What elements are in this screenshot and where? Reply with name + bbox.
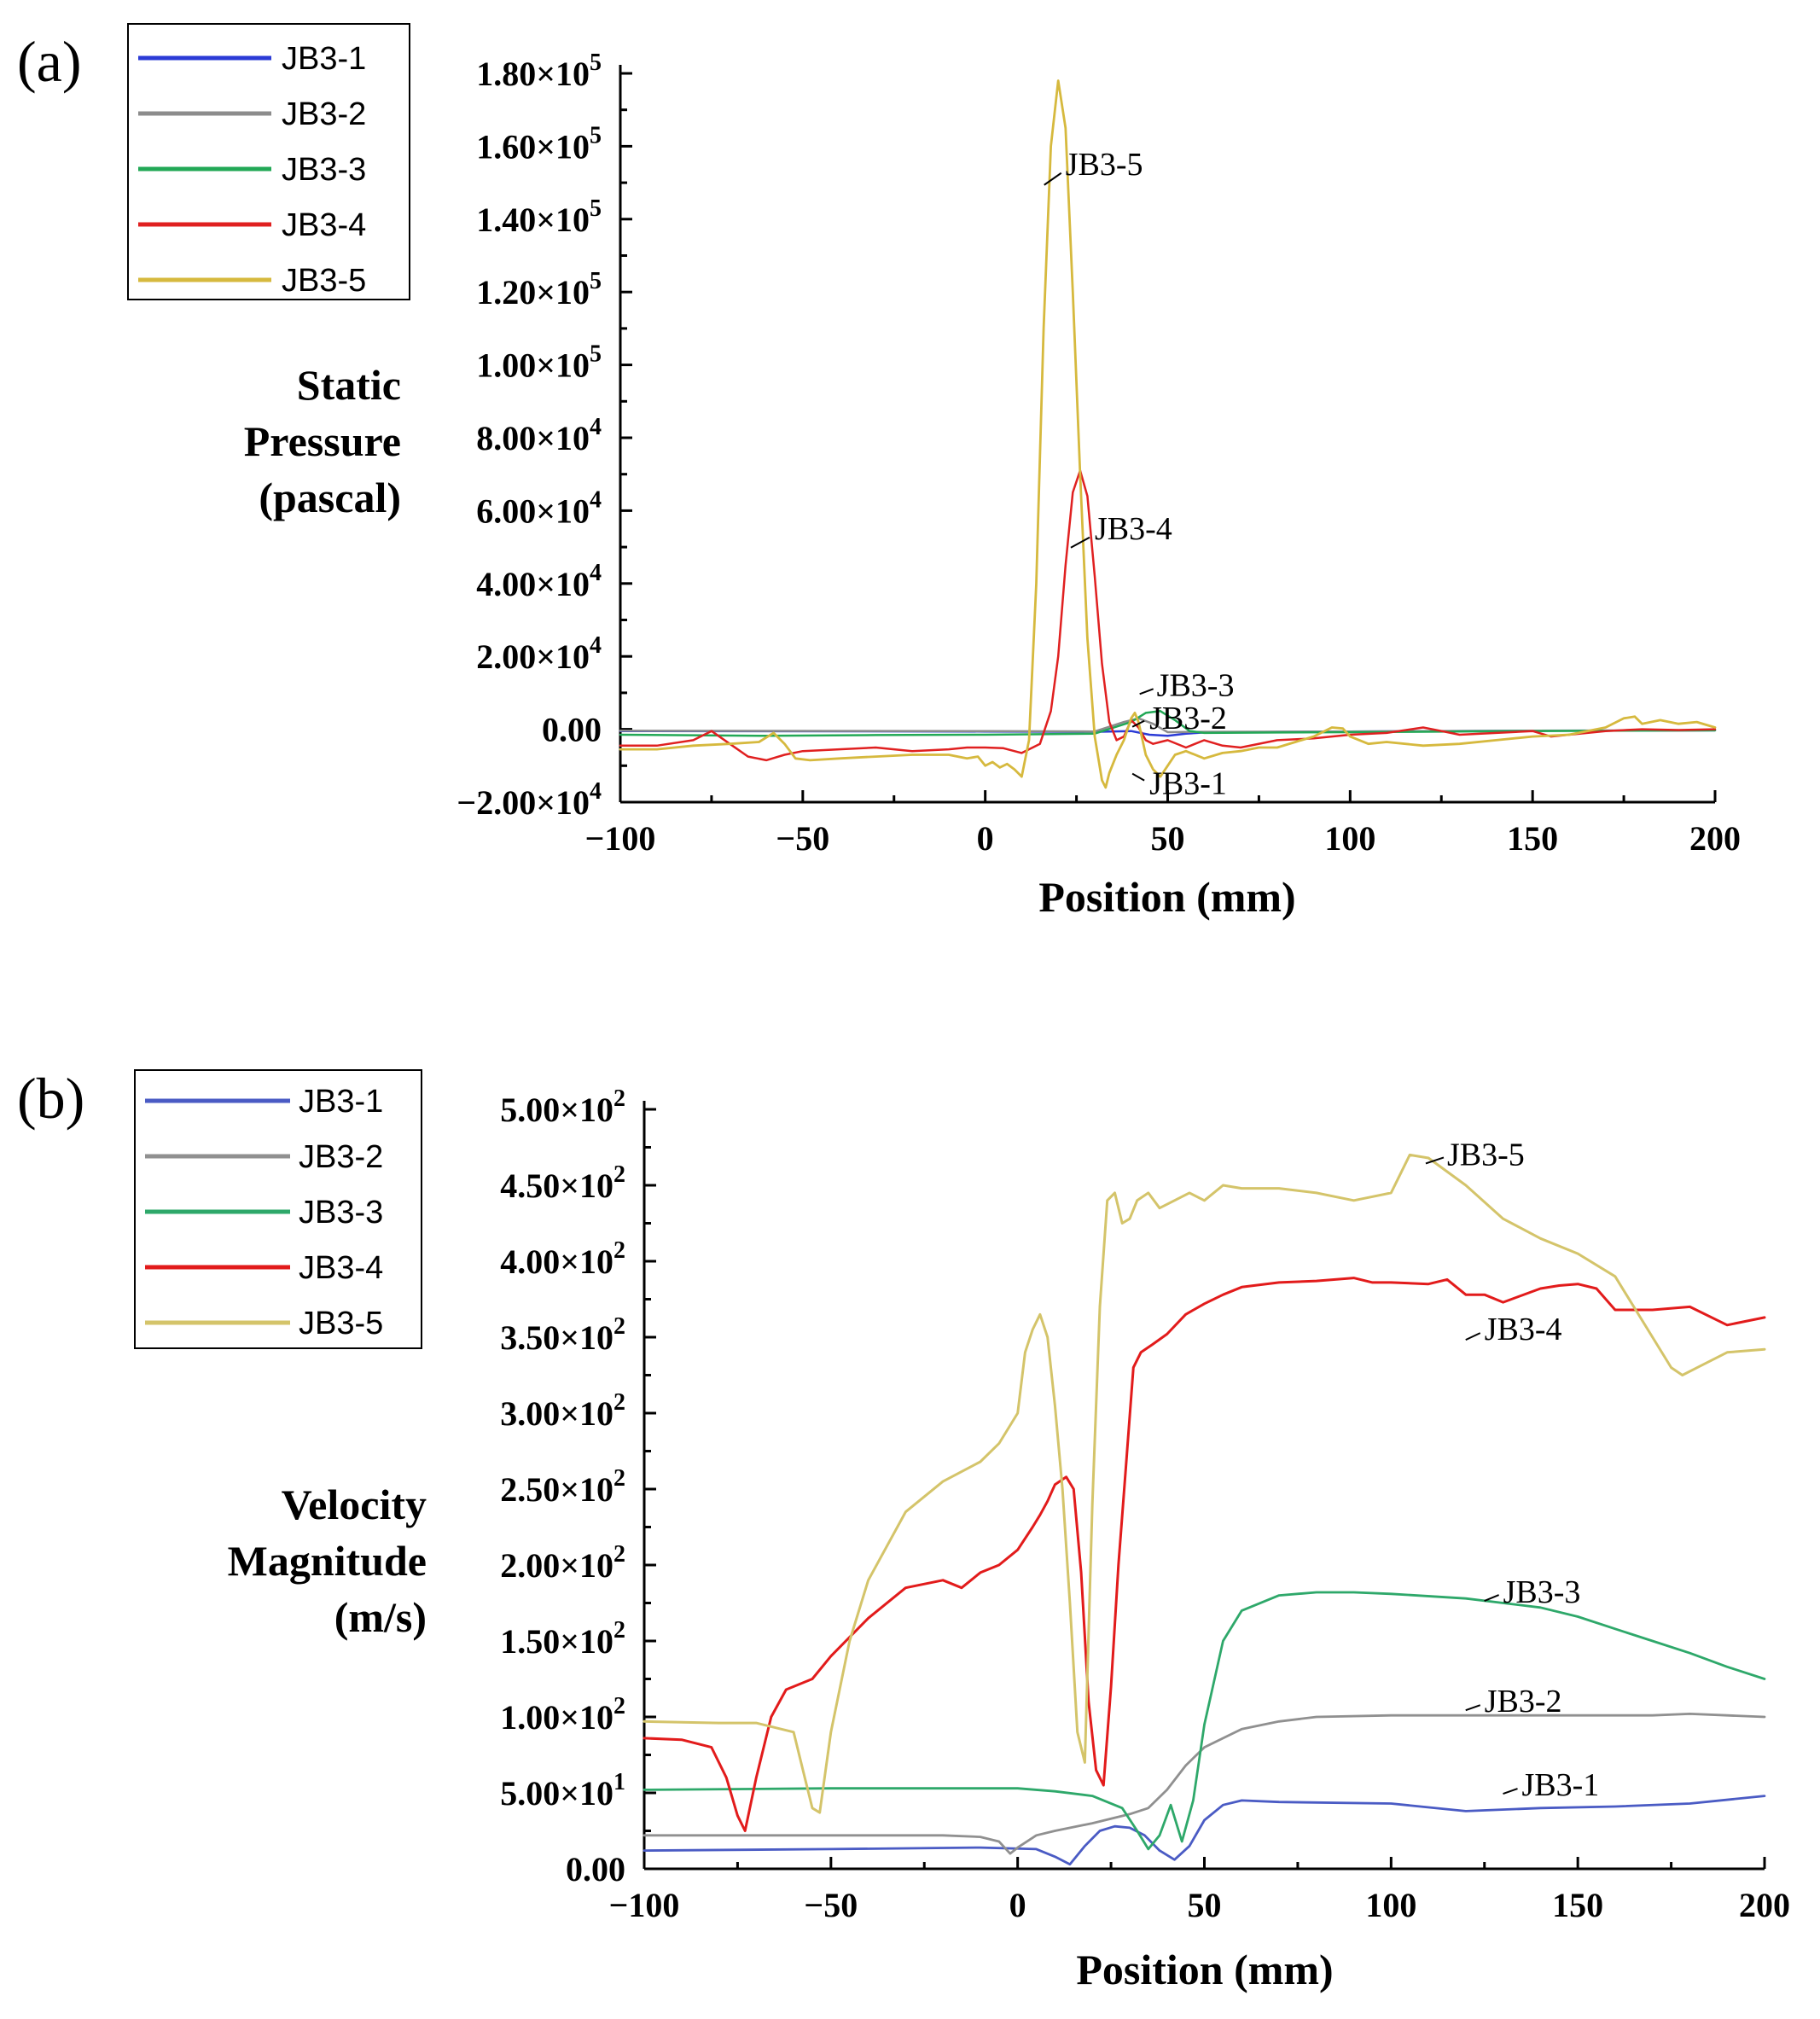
y-axis-title-line: Velocity xyxy=(282,1481,427,1528)
y-tick-label: 1.40×105 xyxy=(476,195,602,239)
x-tick-label: −100 xyxy=(609,1886,680,1924)
y-tick-label: 5.00×102 xyxy=(500,1085,625,1129)
annotation-leader xyxy=(1503,1788,1518,1795)
legend-label: JB3-2 xyxy=(299,1139,383,1175)
chart-panel-a: (a) −2.00×104 0.00 2.00×104 4.00×104 6.00×104… xyxy=(17,23,1741,921)
y-tick-label: 1.80×105 xyxy=(476,49,602,93)
x-axis-title: Position (mm) xyxy=(1038,873,1295,921)
panel-label: (b) xyxy=(17,1066,84,1131)
annotation-leader xyxy=(1044,172,1062,186)
chart-panel-b: (b) 0.00 5.00×101 1.00×102 1.50×102 2.00×102 2… xyxy=(17,1066,1790,1993)
annotation-label: JB3-4 xyxy=(1095,511,1172,547)
annotation-label: JB3-1 xyxy=(1522,1767,1600,1803)
series-line-jb3-4 xyxy=(643,1277,1766,1832)
x-tick-label: 150 xyxy=(1507,819,1558,858)
x-tick-label: 0 xyxy=(1009,1886,1026,1924)
series-line-jb3-3 xyxy=(619,710,1717,737)
annotation-leader xyxy=(1425,1156,1445,1165)
annotation-label: JB3-5 xyxy=(1447,1137,1525,1172)
series-line-jb3-1 xyxy=(643,1795,1766,1866)
series-line-jb3-5 xyxy=(619,79,1717,789)
y-tick-label: 1.60×105 xyxy=(476,122,602,166)
x-tick-label: −100 xyxy=(585,819,656,858)
y-axis-title-line: Pressure xyxy=(244,417,401,465)
y-axis-title-line: Static xyxy=(297,361,401,409)
y-tick-label: 5.00×101 xyxy=(500,1769,625,1812)
y-axis-title-line: (pascal) xyxy=(259,474,401,521)
legend-label: JB3-5 xyxy=(299,1306,383,1341)
x-tick-label: 100 xyxy=(1324,819,1375,858)
annotation-label: JB3-4 xyxy=(1485,1312,1562,1347)
series-line-jb3-3 xyxy=(643,1591,1766,1851)
annotation-leader xyxy=(1070,536,1090,549)
y-axis-title-line: (m/s) xyxy=(334,1593,427,1641)
x-tick-label: 200 xyxy=(1739,1886,1790,1924)
annotation-leader xyxy=(1465,1332,1481,1341)
annotation-leader xyxy=(1131,772,1145,782)
x-tick-label: −50 xyxy=(804,1886,858,1924)
y-tick-label: 4.00×104 xyxy=(476,560,602,603)
series-line-jb3-2 xyxy=(643,1713,1766,1855)
legend-label: JB3-1 xyxy=(282,41,366,77)
legend-box xyxy=(127,23,410,300)
y-tick-label: 4.50×102 xyxy=(500,1161,625,1205)
y-tick-label: 3.50×102 xyxy=(500,1313,625,1357)
annotation-label: JB3-5 xyxy=(1066,147,1143,183)
x-tick-label: −50 xyxy=(776,819,829,858)
legend-label: JB3-4 xyxy=(282,207,366,243)
x-tick-label: 100 xyxy=(1365,1886,1416,1924)
annotation-label: JB3-3 xyxy=(1157,667,1235,703)
y-tick-label: 1.00×102 xyxy=(500,1693,625,1737)
annotation-label: JB3-1 xyxy=(1149,766,1227,802)
y-tick-label: 0.00 xyxy=(566,1850,625,1888)
y-tick-label: 6.00×104 xyxy=(476,486,602,530)
y-tick-label: 0.00 xyxy=(542,711,602,749)
x-tick-label: 200 xyxy=(1689,819,1741,858)
y-tick-label: 2.00×104 xyxy=(476,632,602,676)
legend-label: JB3-5 xyxy=(282,263,366,299)
annotation-label: JB3-3 xyxy=(1503,1574,1581,1610)
annotation-leader xyxy=(1131,719,1145,728)
annotation-leader xyxy=(1465,1704,1481,1712)
panel-label: (a) xyxy=(17,29,81,94)
series-line-jb3-4 xyxy=(619,469,1717,762)
annotation-label: JB3-2 xyxy=(1149,701,1227,736)
y-axis-title-line: Magnitude xyxy=(228,1537,427,1585)
y-tick-label: 2.00×102 xyxy=(500,1541,625,1585)
x-tick-label: 50 xyxy=(1188,1886,1222,1924)
legend-label: JB3-4 xyxy=(299,1250,383,1286)
annotation-leader xyxy=(1484,1594,1500,1602)
legend-label: JB3-1 xyxy=(299,1084,383,1120)
legend-box xyxy=(134,1069,422,1349)
legend-label: JB3-3 xyxy=(282,152,366,188)
y-tick-label: 8.00×104 xyxy=(476,414,602,457)
y-tick-label: 1.50×102 xyxy=(500,1617,625,1661)
x-tick-label: 0 xyxy=(977,819,994,858)
y-tick-label: 1.20×105 xyxy=(476,268,602,311)
x-tick-label: 150 xyxy=(1552,1886,1603,1924)
y-tick-label: −2.00×104 xyxy=(456,778,602,822)
y-tick-label: 1.00×105 xyxy=(476,341,602,385)
legend-label: JB3-3 xyxy=(299,1195,383,1231)
y-tick-label: 4.00×102 xyxy=(500,1237,625,1281)
y-tick-label: 3.00×102 xyxy=(500,1389,625,1433)
legend-label: JB3-2 xyxy=(282,96,366,132)
series-line-jb3-5 xyxy=(643,1153,1766,1814)
y-tick-label: 2.50×102 xyxy=(500,1465,625,1509)
annotation-label: JB3-2 xyxy=(1485,1684,1562,1719)
annotation-leader xyxy=(1139,688,1154,695)
x-tick-label: 50 xyxy=(1151,819,1185,858)
x-axis-title: Position (mm) xyxy=(1076,1946,1333,1993)
